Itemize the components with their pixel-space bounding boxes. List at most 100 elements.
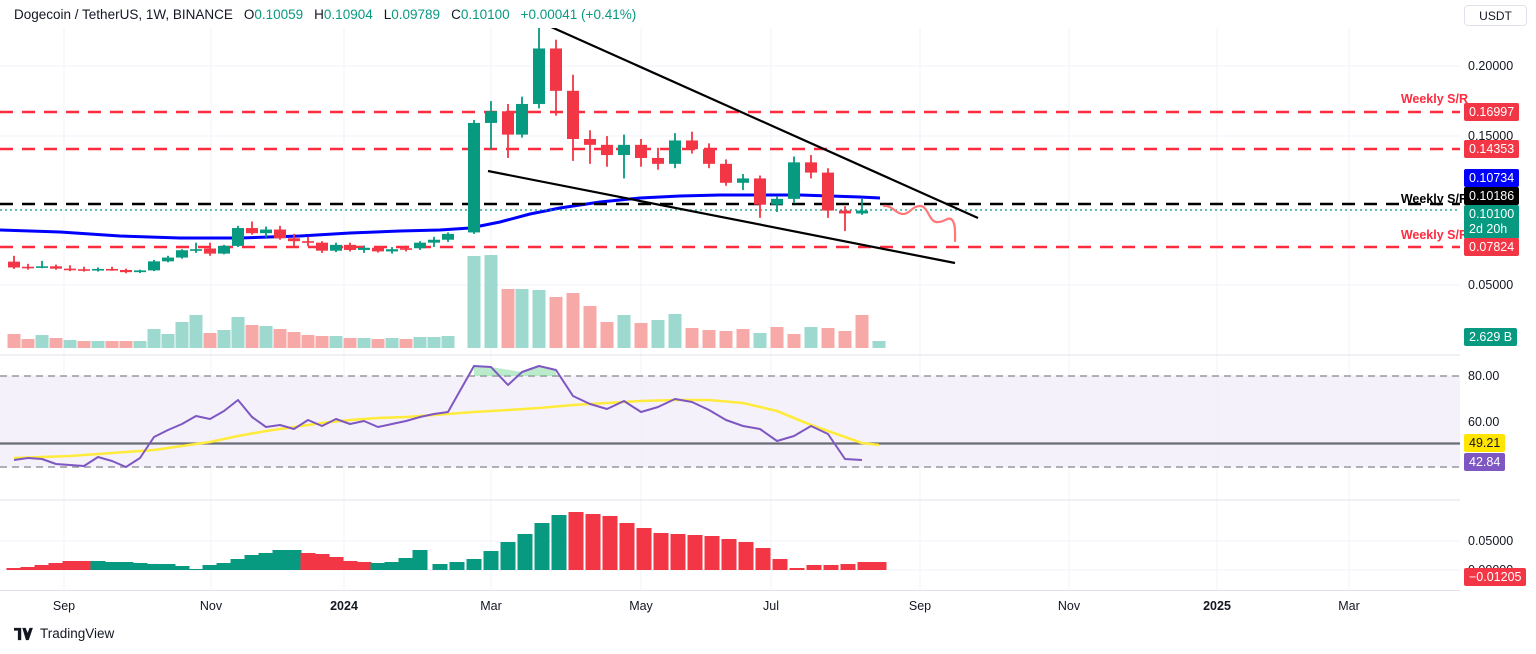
sr-level-tag[interactable]: Weekly S/R (1400, 192, 1468, 206)
price-axis-label[interactable]: 0.07824 (1464, 238, 1520, 256)
candlestick (567, 74, 579, 161)
candlestick (372, 245, 384, 253)
candle-body (703, 149, 715, 164)
macd-histogram-bar (342, 561, 358, 570)
price-axis-label[interactable]: 42.84 (1464, 453, 1506, 471)
macd-histogram-bar (687, 535, 703, 570)
candle-body (442, 233, 454, 240)
candle-body (246, 228, 258, 234)
price-axis-tick: 0.15000 (1468, 129, 1514, 143)
chart-plot-area[interactable] (0, 28, 1460, 590)
macd-histogram-bar (871, 562, 887, 570)
candle-body (344, 244, 356, 250)
time-axis-tick: Mar (480, 599, 502, 613)
macd-histogram-bar (619, 523, 635, 570)
volume-bar (399, 339, 413, 348)
candle-body (822, 172, 834, 211)
candlestick (533, 28, 545, 109)
macd-histogram-bar (602, 516, 618, 570)
candlestick (703, 143, 715, 169)
sr-level-tag[interactable]: Weekly S/R (1400, 228, 1468, 242)
candlestick (316, 241, 328, 253)
candle-body (78, 269, 90, 271)
macd-histogram-bar (356, 562, 372, 570)
candlestick (330, 242, 342, 253)
volume-bar (753, 333, 767, 348)
volume-bar (532, 290, 546, 348)
candle-body (533, 48, 545, 104)
ohlc-high: H0.10904 (314, 6, 373, 22)
price-axis-label[interactable]: 0.10186 (1464, 187, 1520, 205)
candle-body (635, 144, 647, 158)
volume-bar (685, 328, 699, 348)
volume-bar (273, 329, 287, 348)
candle-body (737, 178, 749, 183)
candle-body (618, 144, 630, 156)
price-axis[interactable]: 0.200000.150000.0500080.0060.0040.000.05… (1460, 0, 1536, 590)
price-axis-label[interactable]: 0.14353 (1464, 140, 1520, 158)
candlestick (788, 156, 800, 204)
macd-histogram-bar (146, 564, 162, 570)
forecast-path (882, 204, 957, 243)
time-axis-tick: Nov (199, 599, 223, 613)
candle-body (232, 228, 244, 246)
candlestick (618, 134, 630, 179)
price-axis-label[interactable]: 2.629 B (1464, 328, 1518, 346)
volume-bar (467, 256, 481, 348)
candle-body (162, 257, 174, 262)
macd-histogram-bar (104, 562, 120, 570)
candle-body (550, 48, 562, 91)
price-axis-label-value: 42.84 (1469, 455, 1501, 469)
candle-body (669, 140, 681, 164)
time-axis[interactable]: Sep Nov 2024 Mar May Jul Sep Nov 2025 Mar (0, 590, 1460, 622)
macd-histogram-bar (806, 565, 822, 570)
volume-bar (189, 315, 203, 348)
macd-histogram-bar (789, 568, 805, 570)
price-axis-label[interactable]: 0.10100 2d 20h (1464, 205, 1520, 239)
candlestick (120, 268, 132, 274)
volume-bar (231, 317, 245, 348)
candle-body (64, 268, 76, 271)
volume-bar (770, 327, 784, 348)
macd-histogram-bar (772, 559, 788, 570)
candle-body (400, 248, 412, 250)
price-axis-label[interactable]: −0.01205 (1464, 568, 1527, 586)
candle-body (428, 239, 440, 243)
volume-bar (91, 341, 105, 348)
volume-bar (634, 323, 648, 348)
price-axis-label-value: 0.07824 (1469, 240, 1515, 254)
symbol-title[interactable]: Dogecoin / TetherUS, 1W, BINANCE (14, 6, 233, 22)
volume-bar (371, 339, 385, 348)
candlestick (78, 266, 90, 272)
price-axis-label[interactable]: 0.16997 (1464, 103, 1520, 121)
volume-bar (63, 340, 77, 348)
volume-bar (217, 330, 231, 348)
volume-bar (413, 337, 427, 348)
currency-button[interactable]: USDT (1464, 5, 1527, 26)
volume-bar (147, 329, 161, 348)
volume-bar (7, 334, 21, 348)
price-axis-label-value: 0.10100 (1469, 207, 1515, 222)
candle-body (36, 266, 48, 268)
sr-level-tag[interactable]: Weekly S/R (1400, 92, 1468, 106)
candle-body (316, 242, 328, 251)
price-axis-label-value: 49.21 (1469, 436, 1501, 450)
candlestick (190, 242, 202, 253)
candlestick (64, 265, 76, 272)
macd-histogram-bar (704, 536, 720, 570)
candle-body (260, 229, 272, 234)
candlestick (584, 130, 596, 164)
time-axis-tick: 2024 (330, 599, 358, 613)
candlestick (134, 269, 146, 274)
time-axis-tick: Nov (1057, 599, 1081, 613)
candle-body (652, 157, 664, 164)
price-axis-label[interactable]: 49.21 (1464, 434, 1506, 452)
macd-histogram-bar (755, 548, 771, 570)
candlestick (274, 225, 286, 240)
price-axis-label[interactable]: 0.10734 (1464, 169, 1520, 187)
candle-body (788, 162, 800, 199)
candlestick (400, 245, 412, 252)
macd-histogram-bar (132, 563, 148, 570)
volume-bar (301, 335, 315, 348)
